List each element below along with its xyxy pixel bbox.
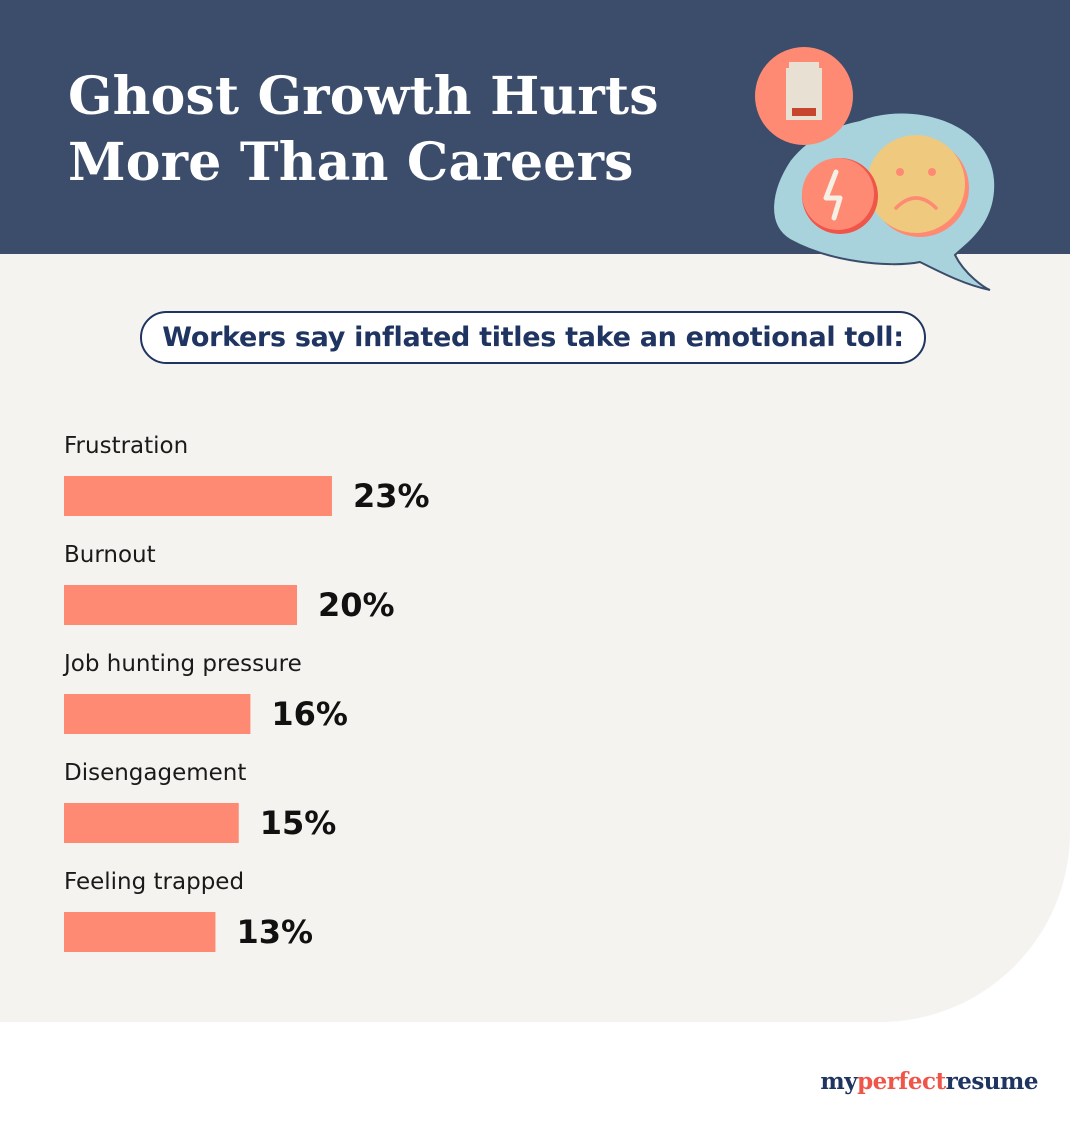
- bar: [64, 585, 297, 625]
- value-label: 23%: [353, 477, 430, 515]
- bar: [64, 803, 239, 843]
- value-label: 16%: [271, 695, 348, 733]
- sad-face-icon: [867, 135, 969, 237]
- content-panel: [0, 254, 1070, 1022]
- page-title: Ghost Growth Hurts More Than Careers: [68, 64, 659, 196]
- logo-part-my: my: [820, 1068, 858, 1095]
- category-label: Feeling trapped: [64, 869, 244, 895]
- bar: [64, 694, 251, 734]
- brand-logo: myperfectresume: [820, 1068, 1038, 1095]
- subtitle-pill: Workers say inflated titles take an emot…: [140, 311, 926, 364]
- lightning-icon: [802, 158, 878, 234]
- logo-part-resume: resume: [945, 1068, 1039, 1095]
- value-label: 20%: [318, 586, 395, 624]
- chart-subtitle: Workers say inflated titles take an emot…: [162, 322, 904, 353]
- category-label: Frustration: [64, 433, 188, 459]
- category-label: Job hunting pressure: [62, 651, 302, 677]
- value-label: 15%: [260, 804, 337, 842]
- logo-part-perfect: perfect: [857, 1068, 946, 1095]
- category-label: Burnout: [64, 542, 156, 568]
- bar: [64, 476, 332, 516]
- header-illustration: [755, 47, 997, 291]
- category-label: Disengagement: [64, 760, 246, 786]
- battery-low-icon: [755, 47, 853, 145]
- title-line-1: Ghost Growth Hurts: [68, 66, 659, 127]
- value-label: 13%: [236, 913, 313, 951]
- bar: [64, 912, 216, 952]
- title-line-2: More Than Careers: [68, 132, 634, 193]
